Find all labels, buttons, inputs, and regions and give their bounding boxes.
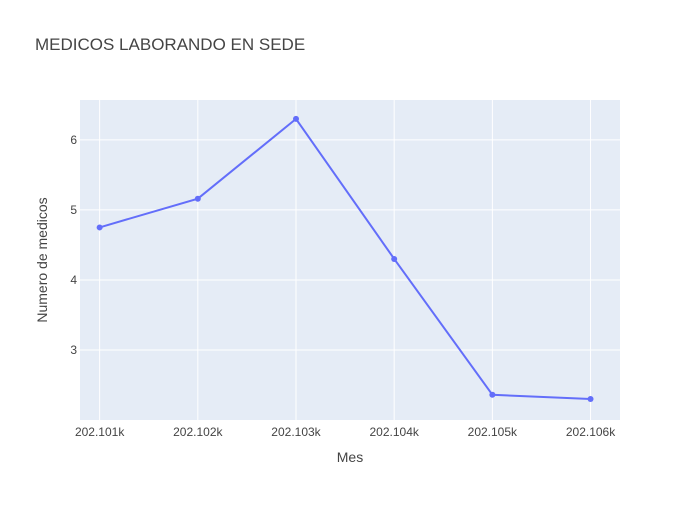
series-markers <box>96 115 594 402</box>
x-tick-label: 202.104k <box>369 425 419 439</box>
data-point <box>96 224 103 231</box>
series-line <box>99 117 591 400</box>
data-point <box>391 255 398 262</box>
x-tick-label: 202.103k <box>271 425 321 439</box>
x-axis-title: Mes <box>337 449 363 465</box>
y-axis-title: Numero de medicos <box>34 197 50 322</box>
x-tick-label: 202.102k <box>173 425 223 439</box>
chart-title: MEDICOS LABORANDO EN SEDE <box>35 35 305 54</box>
data-point <box>293 115 299 122</box>
y-tick-label: 3 <box>70 343 77 357</box>
y-tick-label: 6 <box>70 133 77 147</box>
x-tick-label: 202.105k <box>468 425 518 439</box>
y-gridlines <box>80 139 620 351</box>
data-point <box>194 195 201 202</box>
x-tick-label: 202.101k <box>75 425 125 439</box>
x-tick-labels: 202.101k 202.102k 202.103k 202.104k 202.105k… <box>75 425 616 439</box>
y-tick-label: 4 <box>70 273 77 287</box>
plot-area <box>80 100 620 420</box>
x-tick-label: 202.106k <box>566 425 616 439</box>
y-tick-label: 5 <box>70 203 77 217</box>
y-tick-labels: 3 4 5 6 <box>70 133 77 357</box>
x-gridlines <box>99 100 592 420</box>
data-point <box>489 391 496 398</box>
data-point <box>587 395 594 402</box>
